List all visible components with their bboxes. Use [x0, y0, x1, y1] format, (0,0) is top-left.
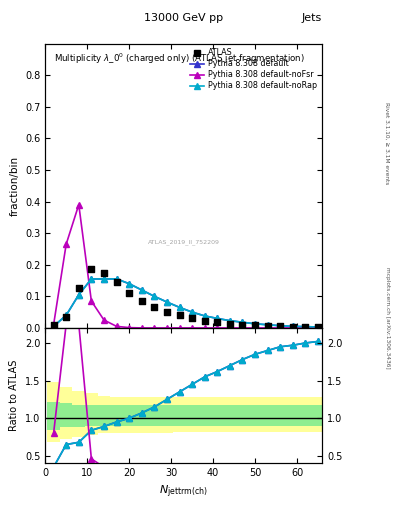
Text: Jets: Jets [302, 13, 322, 23]
Point [176, 311, 183, 319]
X-axis label: $N_{\mathrm{jettrm(ch)}}$: $N_{\mathrm{jettrm(ch)}}$ [159, 484, 208, 500]
Point [164, 308, 170, 316]
Y-axis label: Ratio to ATLAS: Ratio to ATLAS [9, 360, 19, 431]
Point [101, 268, 107, 276]
Point [252, 322, 258, 330]
Point [264, 322, 271, 330]
Point [63, 313, 69, 321]
Point [88, 265, 95, 273]
Point [189, 314, 195, 323]
Point [114, 278, 120, 286]
Point [151, 303, 158, 311]
Point [227, 319, 233, 328]
Text: Rivet 3.1.10, ≥ 3.1M events: Rivet 3.1.10, ≥ 3.1M events [385, 102, 389, 184]
Point [50, 321, 57, 329]
Y-axis label: fraction/bin: fraction/bin [9, 156, 19, 216]
Point [315, 323, 321, 331]
Point [239, 321, 246, 329]
Point [302, 323, 309, 331]
Point [214, 318, 220, 326]
Point [290, 323, 296, 331]
Text: Multiplicity $\lambda\_0^0$ (charged only) (ATLAS jet fragmentation): Multiplicity $\lambda\_0^0$ (charged onl… [53, 52, 304, 67]
Point [202, 317, 208, 325]
Text: ATLAS_2019_II_752209: ATLAS_2019_II_752209 [148, 240, 220, 245]
Point [139, 297, 145, 305]
Point [277, 322, 283, 330]
Point [126, 289, 132, 297]
Legend: ATLAS, Pythia 8.308 default, Pythia 8.308 default-noFsr, Pythia 8.308 default-no: ATLAS, Pythia 8.308 default, Pythia 8.30… [187, 45, 321, 94]
Text: 13000 GeV pp: 13000 GeV pp [144, 13, 223, 23]
Text: mcplots.cern.ch [arXiv:1306.3436]: mcplots.cern.ch [arXiv:1306.3436] [385, 267, 389, 368]
Point [75, 284, 82, 292]
